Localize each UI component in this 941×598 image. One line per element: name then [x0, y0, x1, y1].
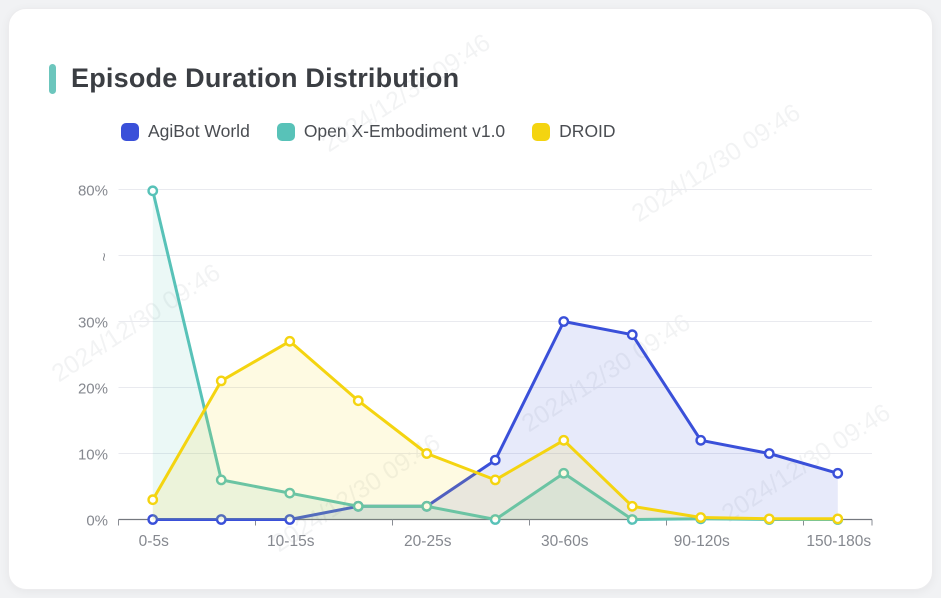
legend-label: AgiBot World: [148, 121, 250, 141]
data-point-marker[interactable]: [421, 500, 433, 512]
data-point-marker[interactable]: [284, 487, 296, 499]
x-axis-tick-label: 30-60s: [541, 533, 589, 550]
data-point-marker[interactable]: [832, 467, 844, 479]
chart-title: Episode Duration Distribution: [71, 63, 460, 93]
chart-header: Episode Duration Distribution: [49, 63, 459, 94]
x-axis-tick-label: 90-120s: [673, 533, 730, 550]
data-point-marker[interactable]: [284, 514, 296, 525]
data-point-marker[interactable]: [489, 514, 501, 525]
data-point-marker[interactable]: [832, 513, 844, 525]
legend-item-1[interactable]: Open X-Embodiment v1.0: [276, 121, 506, 142]
y-axis-tick-label: 30%: [77, 314, 108, 331]
data-point-marker[interactable]: [626, 329, 638, 341]
data-point-marker[interactable]: [215, 375, 227, 387]
legend-swatch-icon: [121, 122, 139, 141]
legend-item-0[interactable]: AgiBot World: [121, 121, 250, 142]
data-point-marker[interactable]: [215, 474, 227, 486]
data-point-marker[interactable]: [695, 512, 707, 523]
data-point-marker[interactable]: [352, 500, 364, 512]
y-axis-tick-label: 0%: [86, 512, 108, 529]
data-point-marker[interactable]: [763, 448, 775, 459]
x-axis-tick-label: 0-5s: [138, 533, 169, 550]
data-point-marker[interactable]: [558, 316, 570, 327]
data-point-marker[interactable]: [626, 500, 638, 512]
y-axis-tick-label: 10%: [77, 446, 108, 463]
legend-label: DROID: [559, 121, 616, 141]
data-point-marker[interactable]: [215, 514, 227, 525]
y-axis-tick-label: 20%: [77, 380, 108, 397]
area-fill-0: [152, 321, 838, 520]
data-point-marker[interactable]: [147, 514, 159, 525]
data-point-marker[interactable]: [489, 474, 501, 486]
y-axis-tick-label: 80%: [77, 182, 108, 199]
legend-swatch-icon: [276, 122, 295, 141]
data-point-marker[interactable]: [147, 185, 159, 197]
chart-card: Episode Duration Distribution AgiBot Wor…: [8, 8, 933, 590]
title-accent-bar: [49, 63, 56, 94]
data-point-marker[interactable]: [489, 454, 501, 466]
legend-label: Open X-Embodiment v1.0: [303, 121, 506, 141]
data-point-marker[interactable]: [558, 434, 570, 446]
x-axis-tick-label: 10-15s: [267, 533, 315, 550]
legend-item-2[interactable]: DROID: [532, 121, 616, 142]
data-point-marker[interactable]: [352, 395, 364, 407]
legend-swatch-icon: [532, 122, 551, 141]
data-point-marker[interactable]: [763, 513, 775, 525]
data-point-marker[interactable]: [421, 448, 433, 459]
data-point-marker[interactable]: [147, 494, 159, 506]
data-point-marker[interactable]: [284, 335, 296, 347]
x-axis-tick-label: 150-180s: [806, 533, 872, 550]
legend: AgiBot World Open X-Embodiment v1.0 DROID: [121, 121, 643, 142]
data-point-marker[interactable]: [558, 467, 570, 479]
area-fill-1: [152, 190, 838, 520]
data-point-marker[interactable]: [695, 434, 707, 446]
area-fill-2: [152, 341, 838, 520]
x-axis-tick-label: 20-25s: [404, 533, 452, 550]
data-point-marker[interactable]: [626, 514, 638, 525]
